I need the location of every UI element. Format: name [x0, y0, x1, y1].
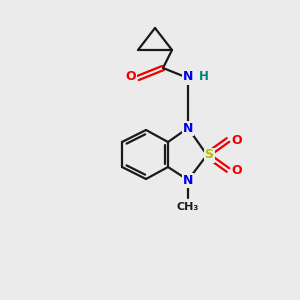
Text: O: O	[126, 70, 136, 83]
Text: N: N	[183, 173, 193, 187]
Text: O: O	[232, 134, 242, 146]
Text: H: H	[199, 70, 209, 83]
Text: N: N	[183, 122, 193, 134]
Text: CH₃: CH₃	[177, 202, 199, 212]
Text: O: O	[232, 164, 242, 176]
Text: N: N	[183, 70, 193, 83]
Text: S: S	[205, 148, 214, 161]
